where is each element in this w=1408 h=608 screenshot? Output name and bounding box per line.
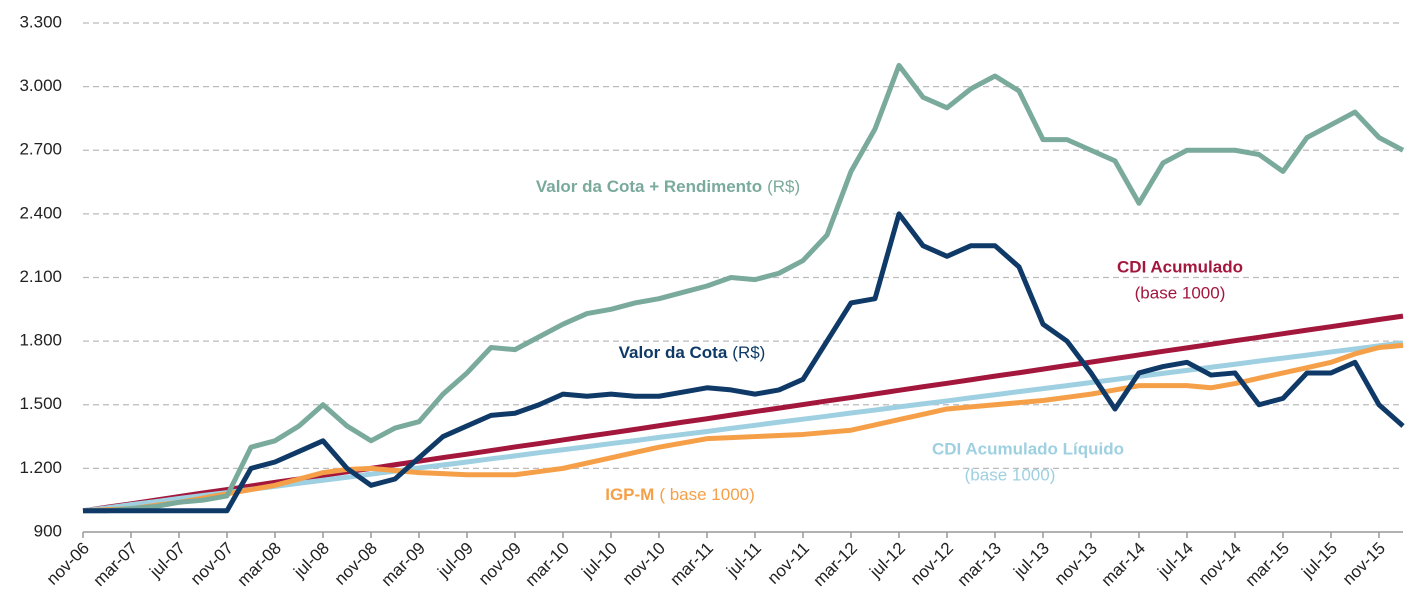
x-tick-label: jul-14: [1153, 539, 1197, 583]
y-tick-label: 1.800: [19, 331, 62, 350]
series-line: [82, 340, 1404, 514]
series-line: [83, 62, 1405, 514]
series-note: (R$): [732, 343, 765, 362]
y-tick-label: 1.200: [19, 458, 62, 477]
x-tick-label: jul-11: [722, 539, 765, 582]
x-tick-label: nov-09: [475, 539, 525, 589]
y-tick-label: 2.100: [19, 267, 62, 286]
x-tick-label: jul-07: [145, 539, 189, 583]
x-tick-label: nov-06: [43, 539, 93, 589]
x-tick-label: mar-14: [1097, 539, 1149, 591]
y-tick-label: 1.500: [19, 394, 62, 413]
series-label-group: Valor da Cota (R$): [619, 343, 766, 362]
series-label-group: Valor da Cota + Rendimento (R$): [536, 177, 800, 196]
y-tick-label: 3.300: [19, 12, 62, 31]
x-tick-label: mar-10: [521, 539, 573, 591]
y-tick-label: 900: [34, 521, 62, 540]
x-tick-label: nov-12: [907, 539, 957, 589]
x-tick-label: nov-15: [1339, 539, 1389, 589]
x-tick-label: mar-15: [1241, 539, 1293, 591]
series-note: (base 1000): [1135, 283, 1226, 302]
series-label: Valor da Cota + Rendimento: [536, 177, 762, 196]
x-tick-label: mar-07: [89, 539, 141, 591]
series-label: CDI Acumulado Líquido: [932, 439, 1124, 458]
series-note: (base 1000): [965, 465, 1056, 484]
x-tick-label: jul-09: [433, 539, 477, 583]
x-tick-label: jul-08: [289, 539, 333, 583]
series-label: IGP-M: [605, 485, 654, 504]
y-tick-label: 2.700: [19, 140, 62, 159]
x-tick-label: nov-14: [1195, 539, 1245, 589]
x-tick-label: nov-08: [331, 539, 381, 589]
series-line: [82, 342, 1404, 514]
x-tick-label: mar-11: [666, 539, 717, 590]
series-line: [83, 211, 1405, 514]
series-note: (R$): [767, 177, 800, 196]
series-note: ( base 1000): [659, 485, 754, 504]
x-tick-label: jul-10: [577, 539, 621, 583]
x-tick-label: jul-12: [865, 539, 909, 583]
x-tick-label: mar-13: [953, 539, 1005, 591]
x-tick-label: nov-11: [764, 539, 813, 588]
x-tick-label: nov-13: [1051, 539, 1101, 589]
x-tick-label: mar-09: [377, 539, 429, 591]
y-tick-label: 2.400: [19, 203, 62, 222]
series-label: CDI Acumulado: [1117, 257, 1243, 276]
x-tick-label: jul-15: [1297, 539, 1341, 583]
x-tick-label: mar-12: [809, 539, 861, 591]
x-tick-label: nov-10: [619, 539, 669, 589]
y-tick-label: 3.000: [19, 76, 62, 95]
x-tick-label: mar-08: [233, 539, 285, 591]
series-label-group: IGP-M ( base 1000): [605, 485, 755, 504]
series-label: Valor da Cota: [619, 343, 728, 362]
x-tick-label: nov-07: [187, 539, 237, 589]
x-tick-label: jul-13: [1009, 539, 1053, 583]
